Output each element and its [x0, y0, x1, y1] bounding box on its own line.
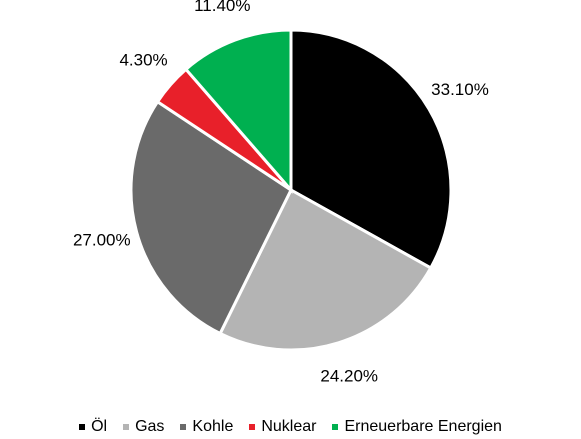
legend-item: Erneuerbare Energien: [332, 418, 502, 436]
data-label: 24.20%: [320, 367, 378, 386]
legend-swatch: [180, 424, 187, 430]
legend-label: Nuklear: [261, 418, 317, 435]
legend-item: Kohle: [180, 418, 233, 436]
pie-slice: [129, 99, 293, 336]
chart: 33.10% 24.20% 27.00% 4.30% 11.40%: [73, 0, 489, 386]
data-label: 4.30%: [119, 50, 167, 69]
data-label: 27.00%: [73, 231, 131, 250]
data-label: 11.40%: [194, 0, 250, 15]
legend: Öl Gas Kohle Nuklear Erneuerbare Energien: [0, 418, 581, 436]
legend-label: Erneuerbare Energien: [344, 418, 502, 435]
legend-item: Gas: [123, 418, 164, 436]
legend-label: Gas: [135, 418, 165, 435]
legend-swatch: [123, 424, 130, 430]
legend-swatch: [249, 424, 256, 430]
legend-item: Nuklear: [249, 418, 316, 436]
pie-slice: [183, 28, 293, 195]
data-label: 33.10%: [431, 80, 489, 99]
legend-item: Öl: [79, 418, 107, 436]
legend-label: Kohle: [192, 418, 234, 435]
pie-slice: [289, 28, 453, 271]
legend-swatch: [79, 424, 86, 430]
legend-swatch: [332, 424, 339, 430]
legend-label: Öl: [91, 418, 108, 435]
